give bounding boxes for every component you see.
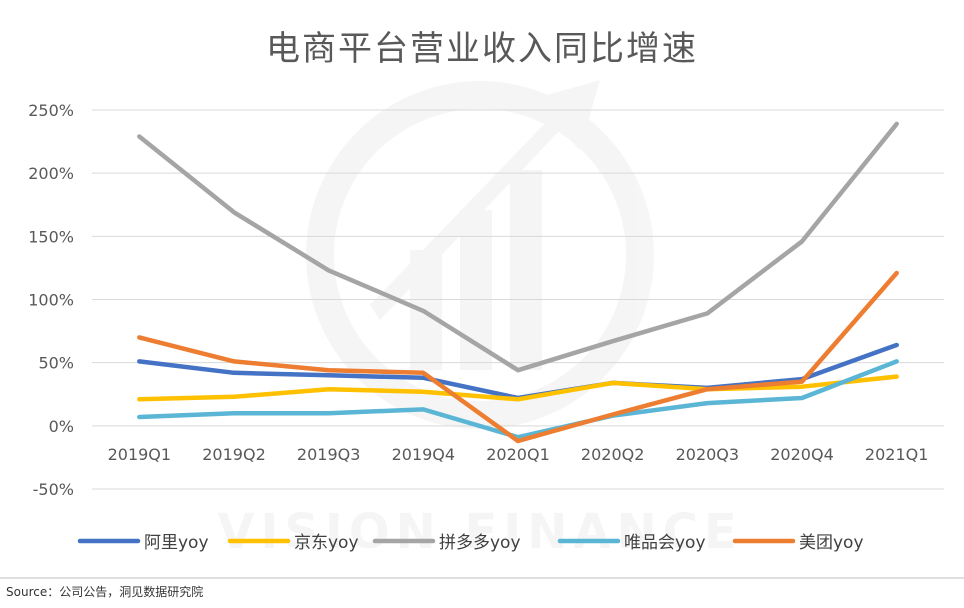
series-line-2: [137, 121, 899, 373]
y-tick-label: 50%: [38, 354, 74, 373]
legend-label: 唯品会yoy: [624, 533, 706, 553]
x-tick-label: 2019Q1: [108, 445, 172, 464]
x-tick-label: 2019Q3: [297, 445, 361, 464]
x-tick-label: 2020Q3: [676, 445, 740, 464]
series-line-4: [137, 270, 899, 444]
legend-item: 京东yoy: [227, 533, 359, 553]
x-tick-label: 2020Q4: [770, 445, 834, 464]
series-line-3: [137, 359, 899, 440]
legend-item: 拼多多yoy: [372, 533, 521, 553]
y-tick-label: 100%: [28, 291, 74, 310]
legend-label: 阿里yoy: [144, 533, 209, 553]
x-axis-ticks: 2019Q1 2019Q2 2019Q3 2019Q4 2020Q1 2020Q2 2020…: [108, 445, 929, 464]
legend-item: 唯品会yoy: [557, 533, 706, 553]
x-tick-label: 2020Q1: [486, 445, 550, 464]
watermark-logo: VISION FINANCE: [217, 80, 742, 560]
series-lines: [137, 121, 899, 444]
y-tick-label: 200%: [28, 164, 74, 183]
legend-item: 美团yoy: [732, 533, 864, 553]
series-line-1: [137, 374, 899, 402]
x-tick-label: 2019Q2: [202, 445, 266, 464]
source-note: Source：公司公告，洞见数据研究院: [6, 584, 203, 599]
y-tick-label: 250%: [28, 101, 74, 120]
legend-label: 拼多多yoy: [439, 533, 521, 553]
y-tick-label: -50%: [33, 480, 74, 499]
x-tick-label: 2019Q4: [392, 445, 456, 464]
legend-label: 京东yoy: [294, 533, 359, 553]
legend-label: 美团yoy: [799, 533, 864, 553]
gridlines: [92, 109, 944, 490]
legend: 阿里yoy 京东yoy 拼多多yoy 唯品会yoy 美团yoy: [77, 533, 864, 553]
y-axis-ticks: 250% 200% 150% 100% 50% 0% -50%: [28, 101, 74, 499]
legend-item: 阿里yoy: [77, 533, 209, 553]
y-tick-label: 0%: [49, 417, 74, 436]
chart-title: 电商平台营业收入同比增速: [266, 29, 698, 69]
x-tick-label: 2020Q2: [581, 445, 645, 464]
y-tick-label: 150%: [28, 227, 74, 246]
watermark-text: VISION FINANCE: [217, 504, 742, 560]
x-tick-label: 2021Q1: [865, 445, 929, 464]
